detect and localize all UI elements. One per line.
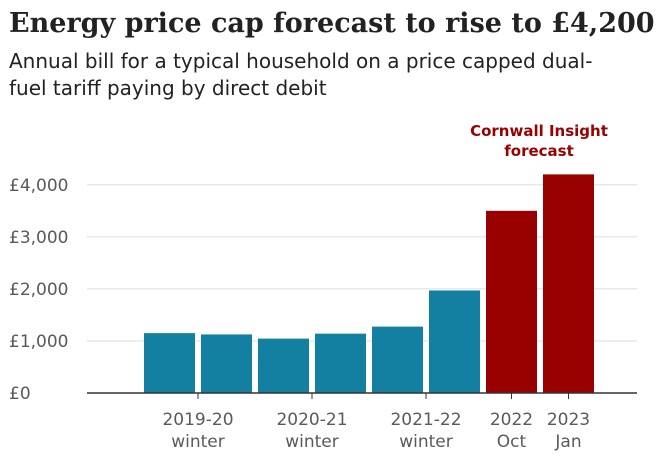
bar-5 xyxy=(372,326,423,393)
x-tick-label-line-2: Jan xyxy=(554,432,581,452)
forecast-annotation: Cornwall Insight forecast xyxy=(470,122,608,160)
bar-1 xyxy=(144,333,195,393)
x-tick-label-line-2: winter xyxy=(399,432,453,452)
y-tick-label: £1,000 xyxy=(9,332,68,352)
y-tick-label: £0 xyxy=(9,384,31,404)
chart-title: Energy price cap forecast to rise to £4,… xyxy=(9,8,655,39)
bars xyxy=(144,174,594,393)
bar-6 xyxy=(429,290,480,393)
annotation-line-1: Cornwall Insight xyxy=(470,122,608,140)
x-tick-label: 2020-21 xyxy=(276,410,347,430)
x-tick-label: 2022 xyxy=(490,410,533,430)
x-tick-label-line-2: winter xyxy=(171,432,225,452)
y-tick-label: £4,000 xyxy=(9,176,68,196)
x-tick-label-line-2: Oct xyxy=(497,432,527,452)
x-tick-label: 2019-20 xyxy=(162,410,233,430)
annotation-line-2: forecast xyxy=(504,142,574,160)
y-tick-label: £2,000 xyxy=(9,280,68,300)
bar-8 xyxy=(543,174,594,393)
bar-3 xyxy=(258,338,309,393)
x-tick-label: 2021-22 xyxy=(390,410,461,430)
y-tick-label: £3,000 xyxy=(9,228,68,248)
bar-7 xyxy=(486,210,537,393)
bar-4 xyxy=(315,333,366,393)
axes: £0£1,000£2,000£3,000£4,0002019-20winter2… xyxy=(9,176,637,452)
chart-subtitle: Annual bill for a typical household on a… xyxy=(9,49,593,100)
bar-2 xyxy=(201,334,252,393)
x-tick-label-line-2: winter xyxy=(285,432,339,452)
x-tick-label: 2023 xyxy=(547,410,590,430)
